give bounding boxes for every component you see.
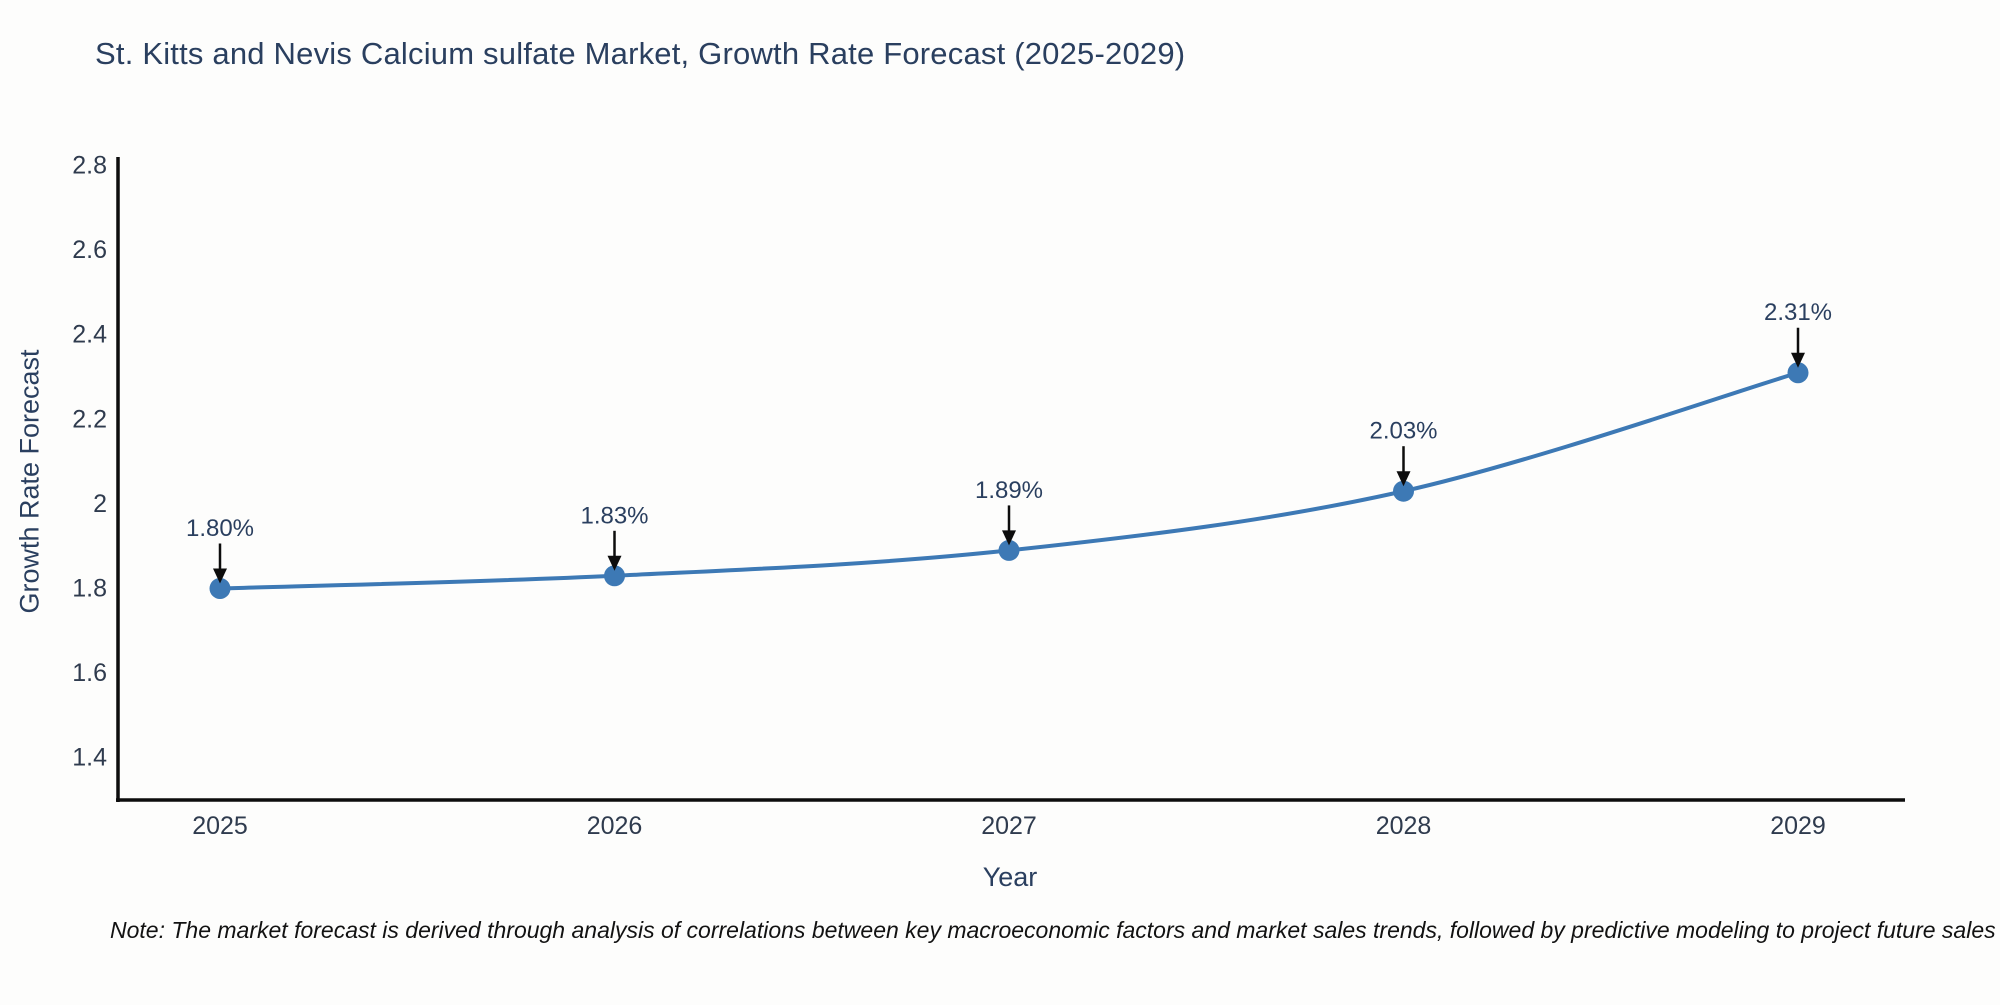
annotation-arrowhead — [607, 555, 622, 571]
y-tick-label: 2.2 — [72, 405, 107, 433]
x-tick-label: 2029 — [1770, 812, 1826, 840]
y-axis-title: Growth Rate Forecast — [14, 349, 45, 614]
y-tick-label: 1.6 — [72, 659, 107, 687]
x-axis-title: Year — [982, 862, 1038, 892]
y-tick-label: 2.4 — [72, 321, 107, 349]
data-point-marker — [604, 565, 625, 587]
y-tick-label: 1.8 — [72, 574, 107, 602]
y-tick-label: 2.6 — [72, 236, 107, 264]
annotation-arrowhead — [1002, 530, 1016, 546]
data-point-marker — [998, 539, 1020, 561]
x-tick-label: 2026 — [587, 812, 643, 840]
y-tick-label: 2.8 — [72, 151, 107, 179]
data-point-marker — [1393, 480, 1414, 502]
chart-title: St. Kitts and Nevis Calcium sulfate Mark… — [95, 36, 1186, 71]
y-tick-label: 2 — [93, 490, 107, 518]
x-tick-label: 2027 — [981, 812, 1037, 840]
annotation-arrowhead — [213, 568, 227, 584]
y-tick-label: 1.4 — [72, 744, 107, 772]
x-tick-label: 2028 — [1376, 812, 1432, 840]
point-annotation: 2.03% — [1369, 418, 1437, 445]
footnote: Note: The market forecast is derived thr… — [110, 917, 1996, 943]
data-point-marker — [1787, 362, 1809, 384]
annotation-arrowhead — [1791, 352, 1805, 368]
point-annotation: 1.89% — [975, 477, 1043, 504]
point-annotation: 2.31% — [1764, 299, 1832, 326]
data-point-marker — [209, 577, 231, 599]
x-tick-label: 2025 — [192, 812, 248, 840]
annotation-arrowhead — [1396, 471, 1411, 487]
point-annotation: 1.83% — [580, 502, 648, 529]
point-annotation: 1.80% — [186, 515, 254, 542]
